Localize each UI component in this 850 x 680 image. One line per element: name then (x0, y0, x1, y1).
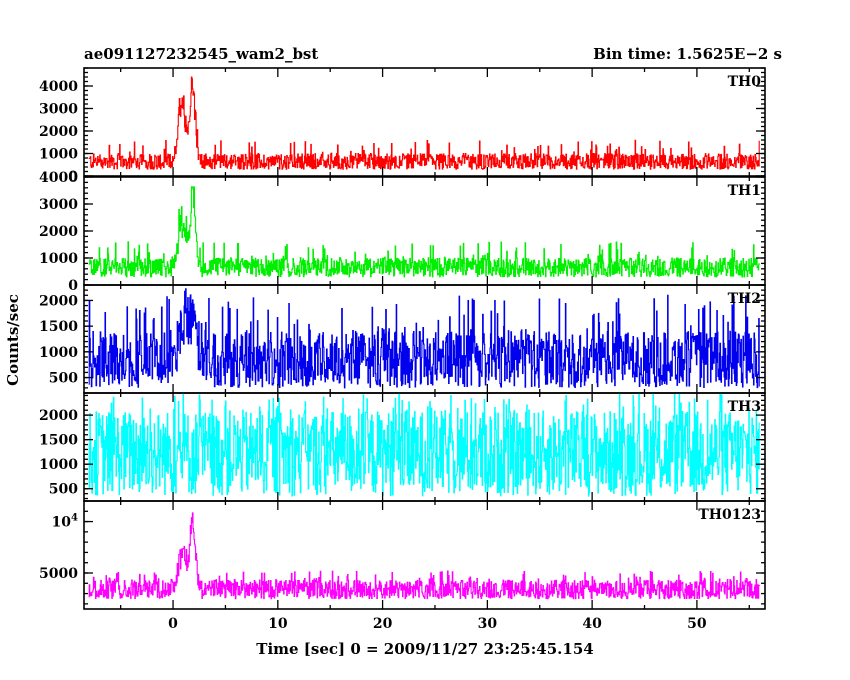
panel-th0: 0 1000 2000 3000 4000 TH0 (39, 67, 766, 185)
y-tick-label: 4000 (39, 79, 78, 95)
y-tick-label: 500 (49, 371, 78, 387)
panel-th1: 0 1000 2000 3000 4000 TH1 (39, 170, 766, 294)
panel-th3: 500 1000 1500 2000 TH3 (39, 392, 766, 502)
y-tick-label: 2000 (39, 224, 78, 240)
panel-label-th2: TH2 (728, 291, 761, 307)
y-tick-label: 3000 (39, 102, 78, 118)
y-tick-label: 2000 (39, 293, 78, 309)
x-tick-label: 30 (478, 616, 498, 632)
x-tick-label: 10 (268, 616, 288, 632)
x-tick-label: 0 (168, 616, 178, 632)
x-tick-label: 20 (373, 616, 393, 632)
series-line-th2 (88, 288, 760, 389)
series-line-th0123 (88, 512, 760, 600)
panel-th2: 500 1000 1500 2000 TH2 (39, 284, 766, 394)
panels-group: 0 1000 2000 3000 4000 TH0 0 1000 2000 3000 4000 TH1… (39, 67, 766, 610)
series-line-th3 (88, 393, 760, 497)
y-tick-label: 1500 (39, 433, 78, 449)
panel-label-th0123: TH0123 (698, 507, 761, 523)
y-axis-label: Counts/sec (4, 294, 22, 386)
y-tick-label: 2000 (39, 124, 78, 140)
y-tick-label: 2000 (39, 408, 78, 424)
y-tick-label: 4000 (39, 170, 78, 186)
x-tick-label: 50 (687, 616, 707, 632)
x-tick-label: 40 (582, 616, 602, 632)
chart-title-left: ae091127232545_wam2_bst (84, 45, 318, 63)
y-tick-label: 1500 (39, 319, 78, 335)
panel-label-th3: TH3 (728, 399, 761, 415)
y-tick-label: 1000 (39, 251, 78, 267)
y-tick-label: 1000 (39, 457, 78, 473)
y-tick-label: 0 (68, 278, 78, 294)
y-tick-label: 104 (52, 513, 78, 531)
y-tick-label: 3000 (39, 197, 78, 213)
x-axis: 0 10 20 30 40 50 (168, 616, 707, 632)
y-tick-label: 5000 (39, 566, 78, 582)
x-axis-label: Time [sec] 0 = 2009/11/27 23:25:45.154 (256, 640, 593, 658)
y-tick-label: 0 (68, 169, 78, 185)
y-tick-label: 1000 (39, 147, 78, 163)
panel-frame (83, 500, 766, 610)
panel-label-th0: TH0 (728, 74, 762, 90)
y-tick-label: 1000 (39, 345, 78, 361)
panel-th0123: 5000 104 TH0123 (39, 500, 766, 610)
y-tick-label: 500 (49, 482, 78, 498)
series-line-th0 (88, 76, 760, 170)
chart-title-right: Bin time: 1.5625E−2 s (593, 45, 782, 63)
panel-label-th1: TH1 (728, 183, 761, 199)
series-line-th1 (88, 186, 760, 278)
